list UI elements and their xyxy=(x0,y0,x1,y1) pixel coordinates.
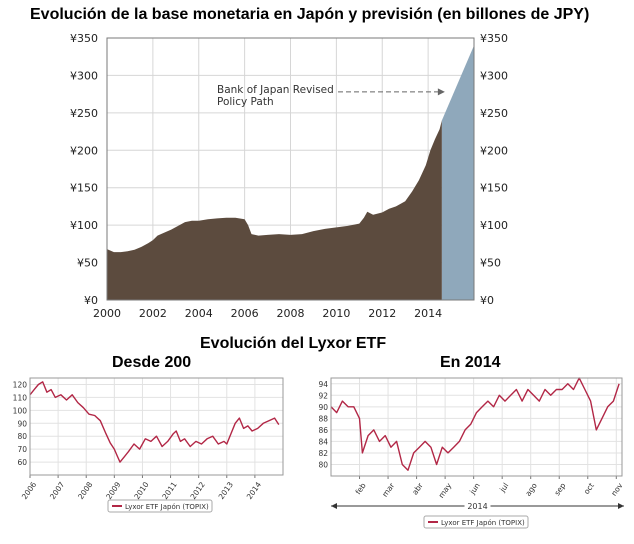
y-tick-label: 84 xyxy=(318,437,328,446)
x-tick-label: 2010 xyxy=(132,480,150,501)
y-tick-label-left: ¥300 xyxy=(70,69,98,82)
y-tick-label: 92 xyxy=(318,391,328,400)
annotation-arrow-head xyxy=(437,88,445,96)
right-chart-title: En 2014 xyxy=(440,354,501,371)
y-tick-label-right: ¥50 xyxy=(480,257,501,270)
etf-price-line-since-2006 xyxy=(29,381,280,463)
y-tick-label: 100 xyxy=(13,406,28,415)
legend-box xyxy=(423,515,529,529)
y-tick-label: 110 xyxy=(13,393,28,402)
x-tick-label: abr xyxy=(410,480,425,496)
period-label: 2014 xyxy=(467,502,487,511)
main-chart-title: Evolución de la base monetaria en Japón … xyxy=(30,6,590,23)
x-tick-label: sep xyxy=(552,481,567,497)
x-tick-label: 2012 xyxy=(368,307,396,320)
etf-price-line-2014 xyxy=(330,377,620,471)
x-tick-label: 2014 xyxy=(414,307,442,320)
x-tick-label: 2007 xyxy=(48,480,66,501)
x-tick-label: 2011 xyxy=(160,480,178,501)
period-label-bg xyxy=(464,500,491,512)
y-tick-label: 120 xyxy=(13,380,28,389)
y-tick-label: 82 xyxy=(318,449,328,458)
y-tick-label-right: ¥350 xyxy=(480,32,508,45)
y-tick-label: 80 xyxy=(318,460,328,469)
x-tick-label: 2012 xyxy=(189,480,207,501)
policy-path-area xyxy=(441,45,474,300)
y-tick-label: 88 xyxy=(318,414,328,423)
legend-box xyxy=(107,499,213,513)
y-tick-label: 94 xyxy=(318,380,328,389)
y-tick-label-right: ¥300 xyxy=(480,69,508,82)
y-tick-label-right: ¥250 xyxy=(480,107,508,120)
annotation-line: Policy Path xyxy=(217,96,274,108)
plot-area-since-2006 xyxy=(30,378,283,475)
x-tick-label: may xyxy=(437,481,454,500)
x-tick-label: 2008 xyxy=(277,307,305,320)
legend-label: Lyxor ETF Japón (TOPIX) xyxy=(125,503,209,511)
y-tick-label-left: ¥350 xyxy=(70,32,98,45)
legend-label: Lyxor ETF Japón (TOPIX) xyxy=(441,519,525,527)
y-tick-label: 86 xyxy=(318,426,328,435)
monetary-base-area xyxy=(107,120,442,300)
y-tick-label: 80 xyxy=(17,432,27,441)
y-tick-label-left: ¥150 xyxy=(70,182,98,195)
x-tick-label: 2013 xyxy=(217,480,235,501)
y-tick-label-right: ¥0 xyxy=(480,294,494,307)
x-tick-label: 2008 xyxy=(76,480,94,501)
y-tick-label-right: ¥100 xyxy=(480,219,508,232)
y-tick-label: 60 xyxy=(17,458,27,467)
x-tick-label: feb xyxy=(353,481,367,496)
x-tick-label: mar xyxy=(380,480,396,498)
x-tick-label: 2009 xyxy=(104,480,122,501)
x-tick-label: 2014 xyxy=(245,480,263,501)
period-arrow-left xyxy=(331,503,337,509)
y-tick-label-left: ¥0 xyxy=(84,294,98,307)
x-tick-label: 2000 xyxy=(93,307,121,320)
x-tick-label: jun xyxy=(467,481,482,497)
y-tick-label: 90 xyxy=(17,419,27,428)
x-tick-label: ago xyxy=(524,481,540,498)
plot-area-2014 xyxy=(331,378,622,476)
period-arrow-right xyxy=(618,503,624,509)
y-tick-label-right: ¥200 xyxy=(480,144,508,157)
y-tick-label-left: ¥50 xyxy=(77,257,98,270)
plot-frame-2014 xyxy=(330,377,623,477)
x-tick-label: 2004 xyxy=(185,307,213,320)
x-tick-label: nov xyxy=(609,481,625,498)
y-tick-label: 90 xyxy=(318,403,328,412)
plot-frame-since-2006 xyxy=(29,377,284,476)
y-tick-label-right: ¥150 xyxy=(480,182,508,195)
annotation-line: Bank of Japan Revised xyxy=(217,84,334,96)
x-tick-label: 2002 xyxy=(139,307,167,320)
x-tick-label: 2006 xyxy=(20,480,38,501)
x-tick-label: jul xyxy=(497,481,510,494)
y-tick-label-left: ¥200 xyxy=(70,144,98,157)
y-tick-label-left: ¥250 xyxy=(70,107,98,120)
x-tick-label: oct xyxy=(582,481,596,496)
left-chart-title: Desde 200 xyxy=(112,354,192,371)
plot-frame-monetary xyxy=(106,37,475,301)
y-tick-label: 70 xyxy=(17,445,27,454)
x-tick-label: 2010 xyxy=(322,307,350,320)
x-tick-label: 2006 xyxy=(231,307,259,320)
lyxor-section-title: Evolución del Lyxor ETF xyxy=(200,335,387,352)
y-tick-label-left: ¥100 xyxy=(70,219,98,232)
